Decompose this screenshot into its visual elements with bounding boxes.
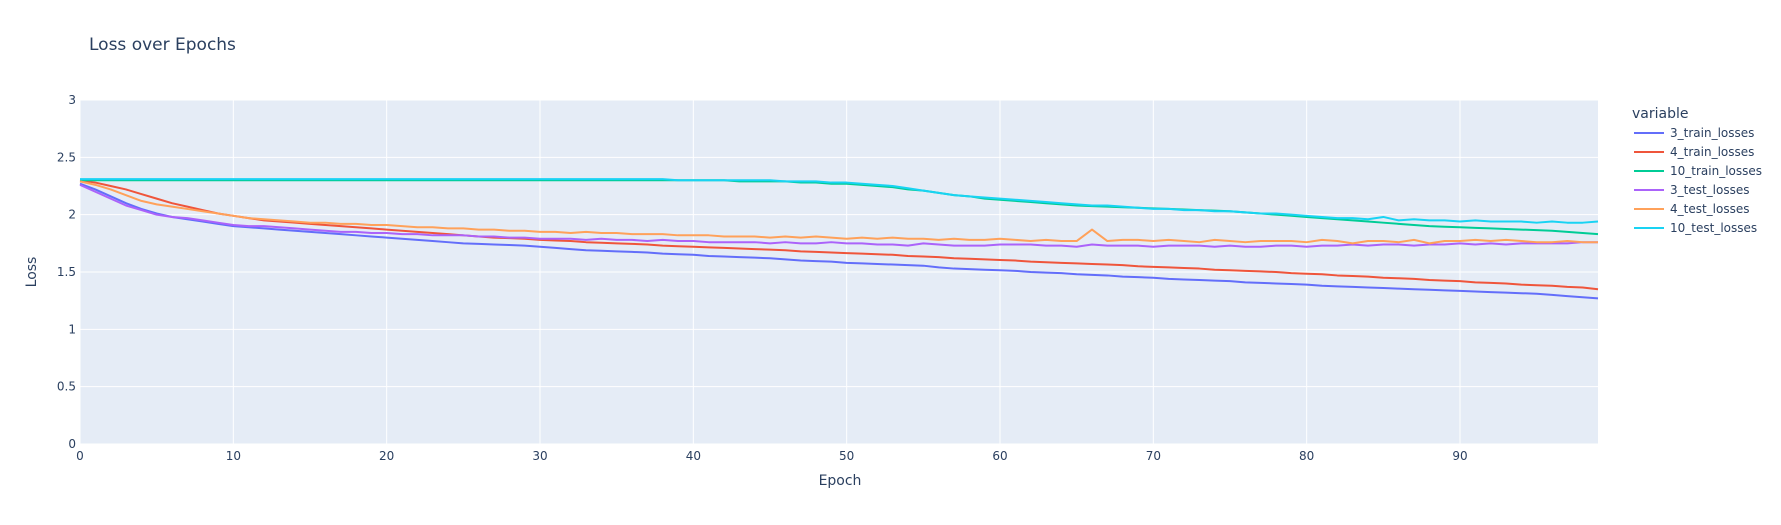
series-line-3_test_losses bbox=[79, 183, 1598, 248]
series-line-4_test_losses bbox=[79, 180, 1598, 245]
legend-item-label: 4_test_losses bbox=[1670, 202, 1750, 216]
x-tick-label: 90 bbox=[1452, 449, 1467, 463]
x-tick-label: 40 bbox=[686, 449, 701, 463]
x-tick-label: 0 bbox=[76, 449, 84, 463]
legend-title: variable bbox=[1632, 106, 1688, 122]
y-tick-label: 0 bbox=[68, 437, 76, 451]
x-tick-label: 70 bbox=[1146, 449, 1161, 463]
plot-area: 00.511.522.530 10 20 30 40 50 60 70 80 90 bbox=[57, 93, 1599, 463]
legend-item-label: 10_train_losses bbox=[1670, 164, 1762, 178]
x-axis-title: Epoch bbox=[819, 473, 862, 489]
legend-item-label: 4_train_losses bbox=[1670, 145, 1754, 159]
x-tick-label: 60 bbox=[992, 449, 1007, 463]
legend-item-label: 10_test_losses bbox=[1670, 221, 1757, 235]
series-line-3_train_losses bbox=[79, 182, 1599, 300]
series-line-10_test_losses bbox=[80, 178, 1599, 224]
x-tick-label: 10 bbox=[226, 449, 241, 463]
y-axis-title: Loss bbox=[24, 257, 40, 288]
y-tick-label: 2 bbox=[68, 208, 76, 222]
y-tick-label: 1.5 bbox=[57, 265, 76, 279]
x-tick-label: 80 bbox=[1299, 449, 1314, 463]
series-line-4_train_losses bbox=[79, 179, 1599, 291]
y-tick-label: 2.5 bbox=[57, 150, 76, 164]
legend: variable 3_train_losses 4_train_losses 10_… bbox=[1632, 106, 1762, 235]
y-tick-label: 1 bbox=[68, 322, 76, 336]
x-tick-label: 50 bbox=[839, 449, 854, 463]
x-tick-label: 20 bbox=[379, 449, 394, 463]
x-tick-label: 30 bbox=[532, 449, 547, 463]
legend-item-label: 3_train_losses bbox=[1670, 126, 1754, 140]
chart-title: Loss over Epochs bbox=[89, 35, 236, 55]
y-tick-label: 0.5 bbox=[57, 380, 76, 394]
y-tick-label: 3 bbox=[68, 93, 76, 107]
legend-item-label: 3_test_losses bbox=[1670, 183, 1750, 197]
series-line-10_train_losses bbox=[80, 179, 1599, 236]
